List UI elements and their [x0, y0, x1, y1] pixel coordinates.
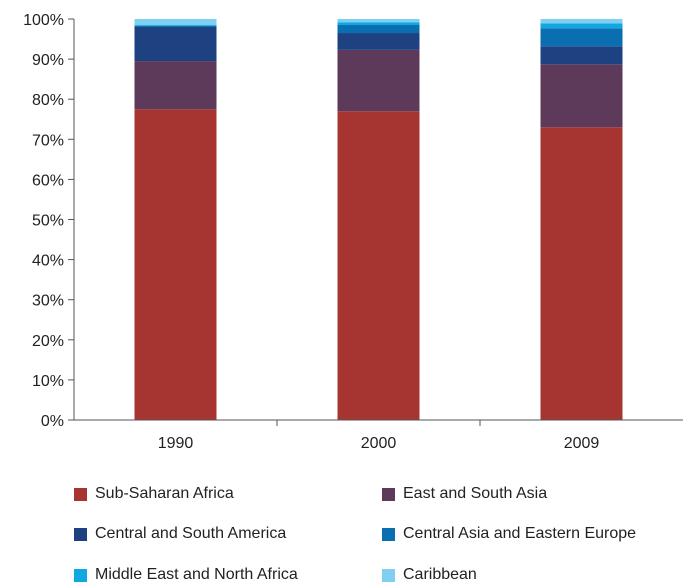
- bar-segment-east-and-south-asia-1990: [134, 61, 217, 110]
- x-tick-label: 1990: [158, 435, 194, 450]
- bar-segment-sub-saharan-africa-2009: [540, 127, 623, 421]
- y-tick-label: 20%: [32, 333, 64, 350]
- bar-segment-east-and-south-asia-2009: [540, 64, 623, 128]
- y-tick-label: 10%: [32, 373, 64, 390]
- legend-label: Sub-Saharan Africa: [95, 485, 234, 502]
- bar-segment-central-asia-and-eastern-europe-2009: [540, 28, 623, 47]
- legend-label: East and South Asia: [403, 485, 548, 502]
- legend-swatch: [74, 568, 87, 582]
- x-tick-label: 2009: [564, 435, 600, 450]
- legend-item: East and South Asia: [382, 483, 547, 505]
- legend: Sub-Saharan Africa East and South Asia Cen…: [74, 480, 674, 583]
- bar-segment-sub-saharan-africa-2000: [337, 111, 420, 420]
- x-axis-ticks: 1990 2000 2009: [158, 420, 600, 450]
- bar-segment-caribbean-2000: [337, 19, 420, 23]
- bar-segment-sub-saharan-africa-1990: [134, 109, 217, 420]
- bar-segment-central-and-south-america-2009: [540, 46, 623, 65]
- legend-swatch: [382, 568, 395, 582]
- bar-segment-caribbean-1990: [134, 19, 217, 26]
- bars: [134, 19, 623, 421]
- legend-swatch: [74, 487, 87, 501]
- bar-segment-central-and-south-america-1990: [134, 27, 217, 62]
- y-tick-label: 60%: [32, 172, 64, 189]
- legend-label: Caribbean: [403, 566, 477, 583]
- bar-segment-caribbean-2009: [540, 19, 623, 24]
- legend-item: Central and South America: [74, 523, 286, 545]
- bar-segment-central-and-south-america-2000: [337, 33, 420, 50]
- legend-label: Middle East and North Africa: [95, 566, 298, 583]
- legend-item: Central Asia and Eastern Europe: [382, 523, 636, 545]
- bar-segment-central-asia-and-eastern-europe-1990: [134, 25, 217, 28]
- y-tick-label: 100%: [23, 12, 64, 29]
- y-tick-label: 90%: [32, 52, 64, 69]
- bar-segment-middle-east-and-north-africa-2009: [540, 23, 623, 29]
- bar-segment-east-and-south-asia-2000: [337, 49, 420, 112]
- legend-label: Central and South America: [95, 525, 287, 542]
- bar-segment-middle-east-and-north-africa-2000: [337, 22, 420, 26]
- stacked-bar-chart: 0% 10% 20% 30% 40% 50% 60% 70% 80% 90% 100% 1990 20…: [23, 12, 683, 450]
- legend-item: Caribbean: [382, 564, 477, 586]
- x-tick-label: 2000: [361, 435, 397, 450]
- y-tick-label: 80%: [32, 92, 64, 109]
- bar-segment-central-asia-and-eastern-europe-2000: [337, 25, 420, 34]
- y-tick-label: 50%: [32, 213, 64, 230]
- y-tick-label: 70%: [32, 132, 64, 149]
- legend-item: Middle East and North Africa: [74, 564, 298, 586]
- y-tick-label: 0%: [41, 413, 64, 430]
- legend-label: Central Asia and Eastern Europe: [403, 525, 637, 542]
- legend-item: Sub-Saharan Africa: [74, 483, 234, 505]
- legend-swatch: [74, 527, 87, 541]
- bar-segment-middle-east-and-north-africa-1990: [134, 25, 217, 26]
- y-tick-label: 30%: [32, 293, 64, 310]
- legend-swatch: [382, 487, 395, 501]
- y-axis-ticks: 0% 10% 20% 30% 40% 50% 60% 70% 80% 90% 100%: [23, 12, 74, 430]
- legend-swatch: [382, 527, 395, 541]
- y-tick-label: 40%: [32, 253, 64, 270]
